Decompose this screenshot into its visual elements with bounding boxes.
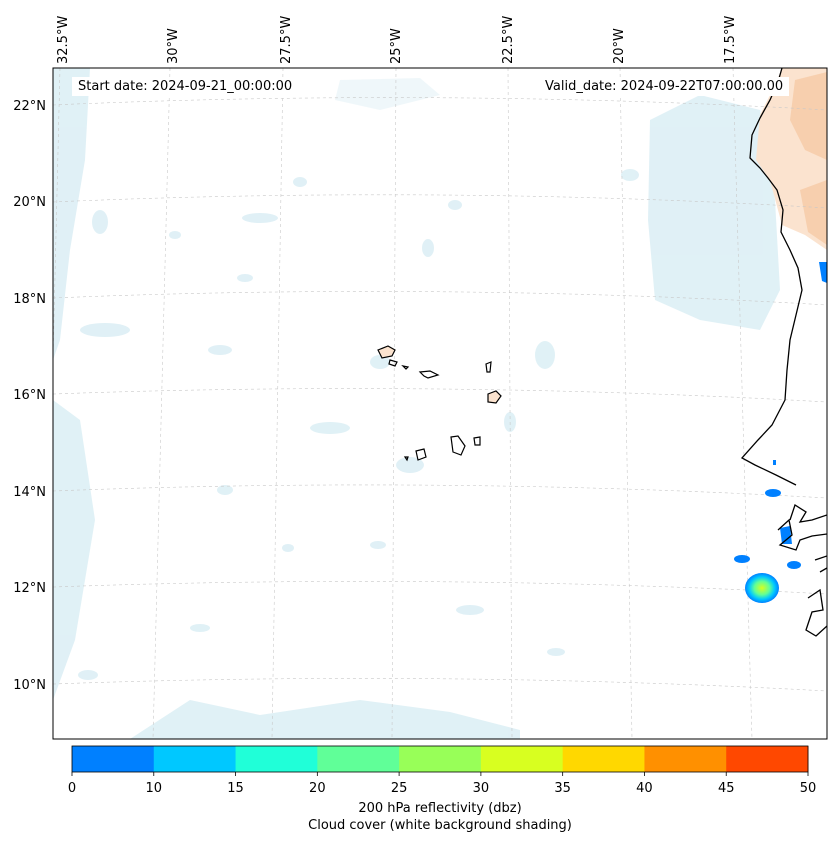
- colorbar-segment: [153, 746, 237, 772]
- lat-label: 22°N: [13, 99, 46, 114]
- colorbar-tick-label: 50: [799, 781, 817, 796]
- colorbar-tick-label: 40: [636, 781, 653, 796]
- colorbar-tick-label: 20: [309, 781, 326, 796]
- colorbar-tick-label: 10: [145, 781, 163, 796]
- lon-label: 17.5°W: [723, 16, 738, 64]
- reflectivity-cells: [734, 262, 827, 603]
- colorbar-tick-label: 15: [227, 781, 244, 796]
- lat-label: 16°N: [13, 388, 46, 403]
- cloud-cover-shading: [53, 68, 780, 739]
- lat-label: 14°N: [13, 485, 46, 500]
- colorbar-segment: [562, 746, 645, 772]
- lat-label: 10°N: [13, 678, 46, 693]
- colorbar-subtitle: Cloud cover (white background shading): [308, 818, 572, 833]
- colorbar-segment: [399, 746, 482, 772]
- colorbar-tick-label: 45: [717, 781, 735, 796]
- warm-shading: [756, 68, 827, 250]
- lon-label: 25°W: [389, 28, 404, 64]
- colorbar-tick-label: 30: [472, 781, 490, 796]
- colorbar-segment: [644, 746, 727, 772]
- gridlines: [53, 68, 827, 739]
- colorbar: [71, 746, 809, 776]
- start-date-label: Start date: 2024-09-21_00:00:00: [72, 77, 299, 96]
- coastline: [740, 68, 827, 637]
- colorbar-tick-label: 0: [67, 781, 77, 796]
- colorbar-segment: [726, 746, 809, 772]
- colorbar-segment: [235, 746, 318, 772]
- lat-label: 20°N: [13, 195, 46, 210]
- lon-label: 22.5°W: [501, 16, 516, 64]
- longitude-labels: 32.5°W 30°W 27.5°W 25°W 22.5°W 20°W 17.5…: [56, 16, 738, 64]
- valid-date-label: Valid_date: 2024-09-22T07:00:00.00: [539, 77, 790, 96]
- colorbar-title: 200 hPa reflectivity (dbz): [358, 801, 522, 816]
- cape-verde-islands: [377, 345, 502, 462]
- lon-label: 27.5°W: [279, 16, 294, 64]
- colorbar-segment: [317, 746, 400, 772]
- colorbar-tick-label: 35: [554, 781, 571, 796]
- colorbar-segment: [480, 746, 564, 772]
- map-frame: [52, 67, 828, 740]
- colorbar-segment: [72, 746, 155, 772]
- latitude-labels: 22°N 20°N 18°N 16°N 14°N 12°N 10°N: [13, 99, 46, 693]
- lon-label: 30°W: [166, 28, 181, 64]
- lon-label: 32.5°W: [56, 16, 71, 64]
- map-area: [53, 68, 827, 739]
- colorbar-tick-label: 25: [390, 781, 408, 796]
- lat-label: 12°N: [13, 581, 46, 596]
- colorbar-frame: [71, 745, 809, 773]
- lat-label: 18°N: [13, 292, 46, 307]
- lon-label: 20°W: [612, 28, 627, 64]
